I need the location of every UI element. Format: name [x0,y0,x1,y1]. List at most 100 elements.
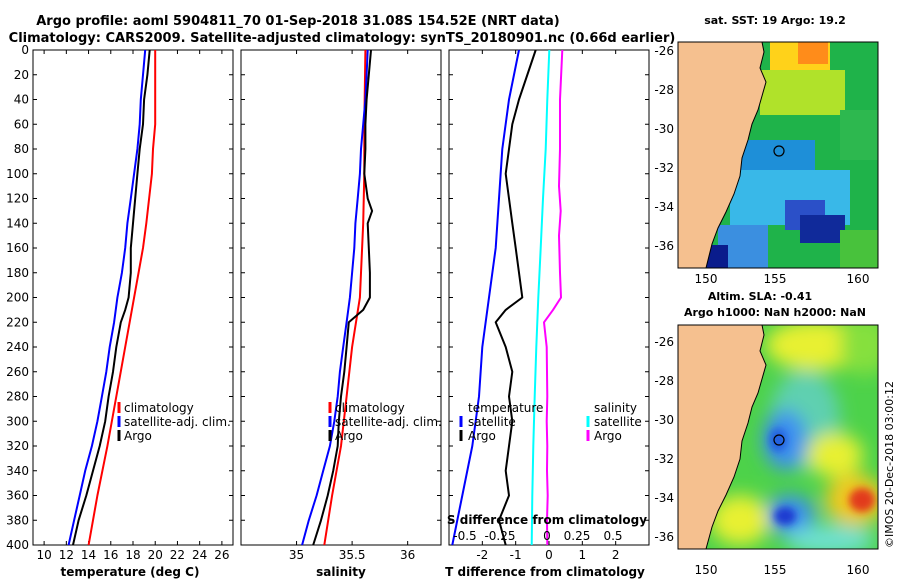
legend-label-climatology: climatology [335,401,405,415]
temperature-legend: climatology satellite-adj. clim. Argo [117,401,231,443]
legend-label-argo: Argo [124,429,152,443]
sst-field [700,42,878,268]
legend-label-t-satellite: satellite [468,415,516,429]
depth-tick-label: 400 [6,538,29,552]
profile-location-marker [773,145,785,157]
depth-tick-label: 240 [6,340,29,354]
sst-map-frame [677,41,879,269]
depth-tick-label: 100 [6,167,29,181]
sst-lat-tick: -32 [654,161,674,175]
legend-label-climatology: climatology [124,401,194,415]
sst-lat-tick: -28 [654,83,674,97]
depth-tick-label: 220 [6,315,29,329]
series-salinity-satellite-adj-clim- [301,49,369,546]
profile-location-marker [773,434,785,446]
x-tick-label: 35 [289,548,304,562]
x-tick-label: 0 [545,548,553,562]
sst-lat-tick: -36 [654,239,674,253]
imos-credit: ©IMOS 20-Dec-2018 03:00:12 [883,381,896,548]
s-diff-tick-label: 0.25 [564,529,591,543]
x-tick-label: 10 [36,548,51,562]
sst-map-title: sat. SST: 19 Argo: 19.2 [704,14,846,27]
x-tick-label: 12 [59,548,74,562]
series-difference-temperature-satellite [451,49,520,546]
sst-lon-tick: 160 [847,272,870,286]
altim-lon-tick: 150 [695,563,718,577]
figure-subtitle: Climatology: CARS2009. Satellite-adjuste… [9,31,676,46]
altim-map-title: Altim. SLA: -0.41 [708,290,812,303]
x-tick-label: 18 [125,548,140,562]
depth-tick-label: 260 [6,365,29,379]
depth-tick-label: 180 [6,266,29,280]
depth-tick-label: 0 [21,43,29,57]
legend-label-s-argo: Argo [594,429,622,443]
panel-x-axes: 10 12 14 16 18 20 22 24 26 35 35.5 36 -2 -1 0 1 2 [36,50,619,562]
difference-secondary-xlabel: S difference from climatology [447,513,647,527]
x-tick-label: -1 [510,548,522,562]
sla-eddies [769,428,875,525]
sst-map [678,42,878,268]
temperature-plot-area [32,49,234,546]
depth-tick-label: 60 [14,117,29,131]
altim-lat-tick: -26 [654,335,674,349]
x-tick-label: 2 [612,548,620,562]
sst-lon-tick: 150 [695,272,718,286]
temperature-xlabel: temperature (deg C) [61,565,200,579]
depth-tick-label: 20 [14,68,29,82]
profile-series [67,49,564,546]
altim-lat-tick: -28 [654,374,674,388]
legend-label-temperature: temperature [468,401,543,415]
altim-map-subtitle: Argo h1000: NaN h2000: NaN [684,306,866,319]
depth-tick-label: 120 [6,192,29,206]
difference-plot-area [448,49,650,546]
sst-lat-tick: -34 [654,200,674,214]
depth-tick-label: 140 [6,216,29,230]
sst-lon-tick: 155 [764,272,787,286]
sst-lat-tick: -30 [654,122,674,136]
altim-lat-tick: -32 [654,452,674,466]
series-temperature-argo [72,49,151,546]
depth-axis: 0 20 40 60 80 100 120 140 160 180 200 220 240 260 280 3… [6,43,649,552]
legend-label-salinity: salinity [594,401,637,415]
x-tick-label: 1 [579,548,587,562]
series-difference-temperature-argo [494,49,537,546]
legend-label-satellite: satellite-adj. clim. [124,415,231,429]
x-tick-label: 16 [103,548,118,562]
salinity-legend: climatology satellite-adj. clim. Argo [328,401,442,443]
altim-map [678,325,878,549]
x-tick-label: 35.5 [339,548,366,562]
altim-lat-tick: -30 [654,413,674,427]
s-diff-tick-label: 0 [543,529,551,543]
depth-tick-label: 380 [6,513,29,527]
depth-tick-label: 340 [6,464,29,478]
x-tick-label: 36 [400,548,415,562]
s-diff-tick-label: -0.5 [453,529,476,543]
s-diff-tick-label: 0.5 [603,529,622,543]
series-difference-salinity-satellite [530,49,551,546]
series-temperature-climatology [87,50,157,546]
x-tick-label: 24 [192,548,207,562]
depth-tick-label: 300 [6,414,29,428]
depth-tick-label: 320 [6,439,29,453]
depth-tick-label: 200 [6,291,29,305]
altim-lon-tick: 160 [847,563,870,577]
legend-label-t-argo: Argo [468,429,496,443]
salinity-xlabel: salinity [316,565,366,579]
x-tick-label: 20 [148,548,163,562]
difference-salinity-legend: salinity satellite Argo [586,401,642,443]
sla-field [710,325,878,549]
legend-label-s-satellite: satellite [594,415,642,429]
depth-tick-label: 80 [14,142,29,156]
depth-tick-label: 160 [6,241,29,255]
legend-label-argo: Argo [335,429,363,443]
series-salinity-argo [312,49,374,546]
depth-tick-label: 40 [14,93,29,107]
land-mass [678,42,767,268]
x-tick-label: 26 [214,548,229,562]
altim-map-frame [677,324,879,550]
x-tick-label: 14 [81,548,96,562]
x-tick-label: 22 [170,548,185,562]
altim-lat-tick: -36 [654,530,674,544]
legend-label-satellite: satellite-adj. clim. [335,415,442,429]
land-mass [678,325,767,549]
